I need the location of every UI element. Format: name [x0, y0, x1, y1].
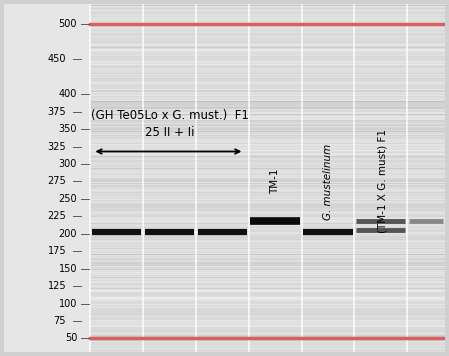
Text: 400: 400 — [59, 89, 77, 99]
Text: 25 II + Ii: 25 II + Ii — [145, 126, 194, 139]
Text: 300: 300 — [59, 159, 77, 169]
Text: 125: 125 — [48, 281, 66, 291]
Text: 500: 500 — [58, 20, 77, 30]
Text: 275: 275 — [47, 177, 66, 187]
Text: (TM-1 X G. must) F1: (TM-1 X G. must) F1 — [377, 130, 387, 234]
Text: G. mustelinum: G. mustelinum — [323, 143, 333, 220]
Text: 450: 450 — [48, 54, 66, 64]
Text: 75: 75 — [53, 316, 66, 326]
Text: 200: 200 — [58, 229, 77, 239]
Text: 325: 325 — [48, 142, 66, 152]
Text: 100: 100 — [59, 299, 77, 309]
Text: 150: 150 — [58, 264, 77, 274]
Text: 350: 350 — [58, 124, 77, 134]
Text: (GH Te05Lo x G. must.)  F1: (GH Te05Lo x G. must.) F1 — [91, 109, 248, 122]
Text: 250: 250 — [58, 194, 77, 204]
Text: 50: 50 — [65, 334, 77, 344]
Bar — [4, 4, 90, 352]
Text: 225: 225 — [47, 211, 66, 221]
Text: 375: 375 — [48, 107, 66, 117]
Text: 175: 175 — [48, 246, 66, 256]
Text: TM-1: TM-1 — [270, 169, 280, 194]
